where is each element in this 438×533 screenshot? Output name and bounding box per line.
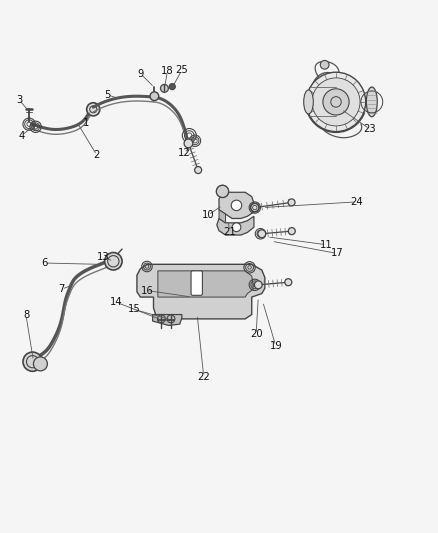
Circle shape [150, 92, 159, 101]
Polygon shape [219, 210, 226, 223]
Text: 10: 10 [202, 210, 214, 220]
Circle shape [288, 228, 295, 235]
Circle shape [157, 315, 165, 323]
Polygon shape [219, 192, 254, 219]
Polygon shape [158, 271, 253, 297]
Circle shape [23, 352, 42, 372]
Circle shape [323, 89, 349, 115]
Circle shape [251, 203, 259, 212]
Text: 5: 5 [105, 90, 111, 100]
Text: 1: 1 [83, 118, 89, 128]
FancyBboxPatch shape [191, 271, 202, 295]
Circle shape [258, 230, 266, 238]
Text: 21: 21 [223, 227, 236, 237]
Circle shape [184, 139, 193, 148]
Circle shape [33, 357, 47, 371]
Circle shape [231, 200, 242, 211]
Text: 19: 19 [269, 341, 282, 351]
Text: 2: 2 [94, 150, 100, 160]
Text: 9: 9 [137, 69, 144, 78]
Circle shape [87, 103, 100, 116]
Circle shape [320, 60, 329, 69]
Text: 16: 16 [141, 286, 153, 295]
Circle shape [285, 279, 292, 286]
Circle shape [105, 253, 122, 270]
Text: 12: 12 [178, 148, 191, 158]
Polygon shape [137, 264, 265, 319]
Text: 23: 23 [363, 124, 376, 134]
Text: 25: 25 [176, 65, 188, 75]
Circle shape [169, 84, 175, 90]
Circle shape [312, 78, 360, 126]
Ellipse shape [304, 90, 313, 114]
Circle shape [216, 185, 229, 198]
Text: 15: 15 [127, 304, 140, 314]
Text: 8: 8 [23, 310, 29, 320]
Circle shape [288, 199, 295, 206]
Text: 13: 13 [97, 252, 110, 262]
Circle shape [160, 84, 168, 92]
Circle shape [194, 166, 201, 174]
Text: 17: 17 [331, 248, 343, 259]
Text: 6: 6 [41, 258, 48, 268]
Polygon shape [217, 216, 254, 235]
Text: 3: 3 [16, 95, 22, 104]
Text: 20: 20 [250, 329, 262, 339]
Text: 24: 24 [350, 197, 363, 207]
Polygon shape [152, 314, 182, 326]
Text: 7: 7 [59, 284, 65, 294]
Circle shape [167, 315, 175, 323]
Text: 14: 14 [110, 297, 123, 308]
Ellipse shape [366, 87, 377, 117]
Text: 11: 11 [320, 240, 332, 249]
Text: 4: 4 [18, 131, 25, 141]
Text: 22: 22 [198, 372, 210, 382]
Circle shape [254, 281, 262, 289]
Circle shape [306, 72, 366, 132]
Text: 18: 18 [161, 66, 174, 76]
Circle shape [232, 223, 241, 231]
